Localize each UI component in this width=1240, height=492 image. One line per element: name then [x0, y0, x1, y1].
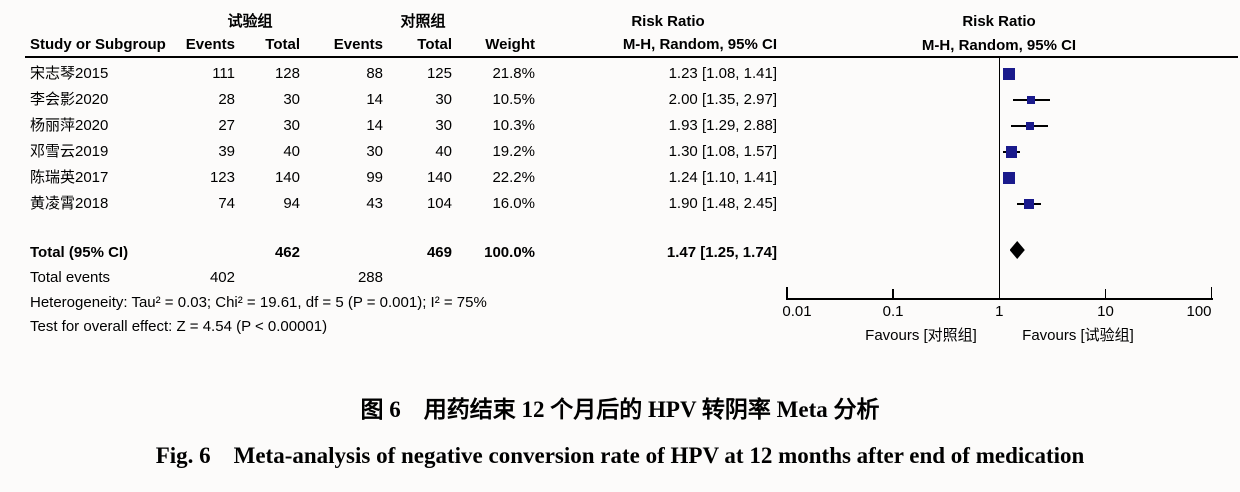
events-ctrl: 43	[366, 195, 383, 212]
table-row: 陈瑞英2017 123 140 99 140 22.2% 1.24 [1.10,…	[0, 165, 785, 191]
effect-square	[1003, 171, 1016, 185]
favours-experimental-label: Favours [试验组]	[1022, 327, 1134, 344]
total-events-ctrl: 288	[357, 269, 383, 286]
table-row: 黄凌霄2018 74 94 43 104 16.0% 1.90 [1.48, 2…	[0, 191, 785, 217]
axis-tick-label: 10	[1097, 303, 1114, 320]
overall-effect-text: Test for overall effect: Z = 4.54 (P < 0…	[30, 318, 328, 335]
total-weight: 100.0%	[484, 244, 535, 261]
total-row: Total (95% CI) 462 469 100.0% 1.47 [1.25…	[0, 240, 785, 266]
table-row: 宋志琴2015 111 128 88 125 21.8% 1.23 [1.08,…	[0, 61, 785, 87]
effect-square	[1023, 198, 1034, 210]
study-name: 陈瑞英2017	[30, 169, 109, 186]
total-ctrl: 30	[435, 91, 452, 108]
total-ctrl: 104	[426, 195, 452, 212]
table-row: 杨丽萍2020 27 30 14 30 10.3% 1.93 [1.29, 2.…	[0, 113, 785, 139]
plot-method-header: M-H, Random, 95% CI	[921, 37, 1077, 54]
control-group-header: 对照组	[400, 13, 446, 30]
effect-square	[1002, 67, 1015, 81]
total-diamond	[1009, 241, 1025, 259]
events-ctrl: 30	[366, 143, 383, 160]
total-exp-sum: 462	[274, 244, 300, 261]
effect-square	[1025, 121, 1034, 131]
total-ctrl: 140	[426, 169, 452, 186]
axis-tick	[1210, 287, 1213, 300]
risk-ratio-ci: 1.93 [1.29, 2.88]	[668, 117, 777, 134]
events-exp: 74	[218, 195, 235, 212]
total-exp: 94	[283, 195, 300, 212]
plot-risk-ratio-header: Risk Ratio	[962, 13, 1036, 30]
risk-ratio-ci: 1.23 [1.08, 1.41]	[668, 65, 777, 82]
experimental-group-header: 试验组	[227, 13, 273, 30]
axis-tick	[1104, 289, 1107, 298]
total-events-row: Total events 402 288	[0, 265, 785, 291]
total-exp: 30	[283, 117, 300, 134]
events-exp: 28	[218, 91, 235, 108]
effect-square	[1005, 146, 1017, 158]
risk-ratio-ci: 2.00 [1.35, 2.97]	[668, 91, 777, 108]
weight: 19.2%	[492, 143, 535, 160]
col-header-total-ctrl: Total	[417, 36, 452, 53]
col-header-events-exp: Events	[185, 36, 235, 53]
no-effect-line	[998, 58, 1001, 299]
total-ctrl: 125	[426, 65, 452, 82]
events-ctrl: 88	[366, 65, 383, 82]
weight: 21.8%	[492, 65, 535, 82]
total-events-label: Total events	[30, 269, 111, 286]
events-exp: 111	[212, 65, 235, 82]
events-exp: 27	[218, 117, 235, 134]
column-header-row: Study or Subgroup Events Total Events To…	[0, 33, 785, 57]
axis-tick	[786, 287, 788, 300]
events-ctrl: 14	[366, 117, 383, 134]
col-header-weight: Weight	[485, 36, 535, 53]
total-ctrl: 40	[435, 143, 452, 160]
col-header-study: Study or Subgroup	[30, 36, 166, 53]
weight: 16.0%	[492, 195, 535, 212]
col-header-total-exp: Total	[265, 36, 300, 53]
weight: 10.5%	[492, 91, 535, 108]
study-name: 杨丽萍2020	[30, 117, 109, 134]
study-name: 邓雪云2019	[30, 143, 109, 160]
axis-tick-label: 1	[995, 303, 1004, 320]
events-ctrl: 14	[366, 91, 383, 108]
col-header-ci: M-H, Random, 95% CI	[622, 36, 777, 53]
favours-control-label: Favours [对照组]	[865, 327, 977, 344]
total-risk-ratio-ci: 1.47 [1.25, 1.74]	[666, 244, 777, 261]
effect-square	[1027, 95, 1036, 105]
events-exp: 39	[218, 143, 235, 160]
total-events-exp: 402	[209, 269, 235, 286]
total-exp: 140	[274, 169, 300, 186]
table-row: 李会影2020 28 30 14 30 10.5% 2.00 [1.35, 2.…	[0, 87, 785, 113]
total-label: Total (95% CI)	[30, 244, 129, 261]
table-row: 邓雪云2019 39 40 30 40 19.2% 1.30 [1.08, 1.…	[0, 139, 785, 165]
total-exp: 30	[283, 91, 300, 108]
total-ctrl-sum: 469	[426, 244, 452, 261]
caption-english: Fig. 6 Meta-analysis of negative convers…	[155, 443, 1085, 468]
study-name: 宋志琴2015	[30, 65, 109, 82]
caption-chinese: 图 6 用药结束 12 个月后的 HPV 转阴率 Meta 分析	[360, 397, 880, 422]
header-rule	[25, 56, 1238, 58]
risk-ratio-ci: 1.30 [1.08, 1.57]	[668, 143, 777, 160]
axis-tick-label: 0.01	[782, 303, 812, 320]
study-name: 黄凌霄2018	[30, 195, 109, 212]
axis-tick	[998, 289, 1001, 298]
events-exp: 123	[209, 169, 235, 186]
heterogeneity-text: Heterogeneity: Tau² = 0.03; Chi² = 19.61…	[30, 294, 487, 311]
x-axis-line	[787, 298, 1213, 300]
study-name: 李会影2020	[30, 91, 109, 108]
axis-tick	[892, 289, 894, 298]
risk-ratio-ci: 1.24 [1.10, 1.41]	[668, 169, 777, 186]
weight: 22.2%	[492, 169, 535, 186]
total-exp: 128	[274, 65, 300, 82]
col-header-events-ctrl: Events	[333, 36, 383, 53]
total-ctrl: 30	[435, 117, 452, 134]
events-ctrl: 99	[366, 169, 383, 186]
total-exp: 40	[283, 143, 300, 160]
weight: 10.3%	[492, 117, 535, 134]
table-risk-ratio-header: Risk Ratio	[631, 13, 705, 30]
axis-tick-label: 0.1	[882, 303, 904, 320]
axis-tick-label: 100	[1186, 303, 1212, 320]
risk-ratio-ci: 1.90 [1.48, 2.45]	[668, 195, 777, 212]
